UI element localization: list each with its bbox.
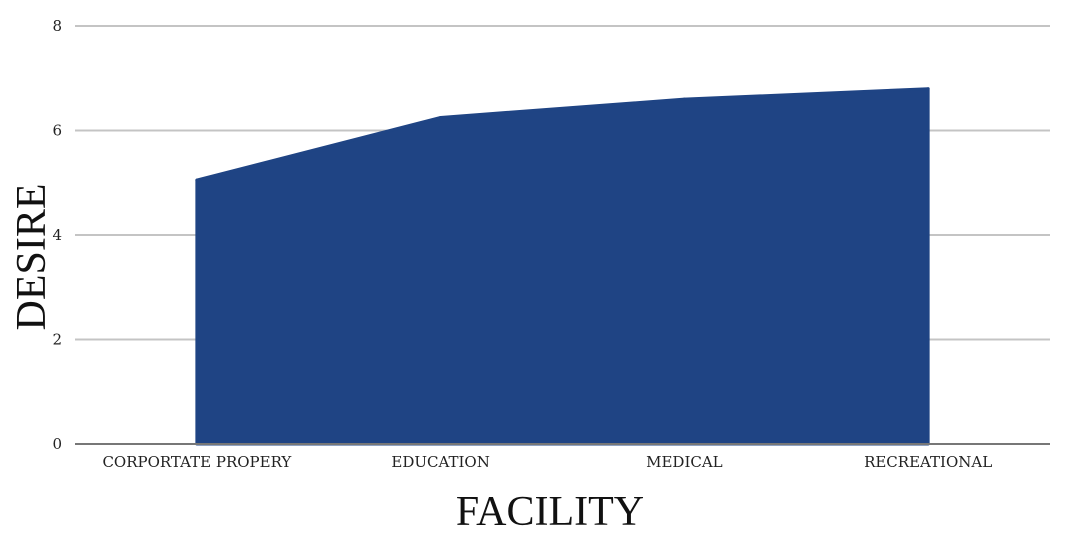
y-tick-label: 2 <box>52 331 62 349</box>
y-tick-label: 6 <box>52 122 62 140</box>
data-point-3 <box>926 87 930 91</box>
data-point-2 <box>682 97 686 101</box>
data-point-1 <box>439 115 443 119</box>
y-tick-label: 0 <box>52 435 62 453</box>
x-tick-label: CORPORTATE PROPERY <box>102 453 292 471</box>
y-tick-labels: 0 2 4 6 8 <box>52 17 62 453</box>
x-tick-label: EDUCATION <box>391 453 489 471</box>
data-point-0 <box>195 178 199 182</box>
x-axis-title: FACILITY <box>456 489 644 535</box>
x-tick-label: MEDICAL <box>646 453 723 471</box>
y-axis-title: DESIRE <box>9 184 55 331</box>
y-tick-label: 8 <box>52 17 62 35</box>
x-tick-labels: CORPORTATE PROPERY EDUCATION MEDICAL RECREA… <box>102 453 992 471</box>
y-tick-label: 4 <box>52 226 62 244</box>
area-series <box>195 87 930 446</box>
x-tick-label: RECREATIONAL <box>864 453 992 471</box>
area-fill <box>195 87 930 446</box>
